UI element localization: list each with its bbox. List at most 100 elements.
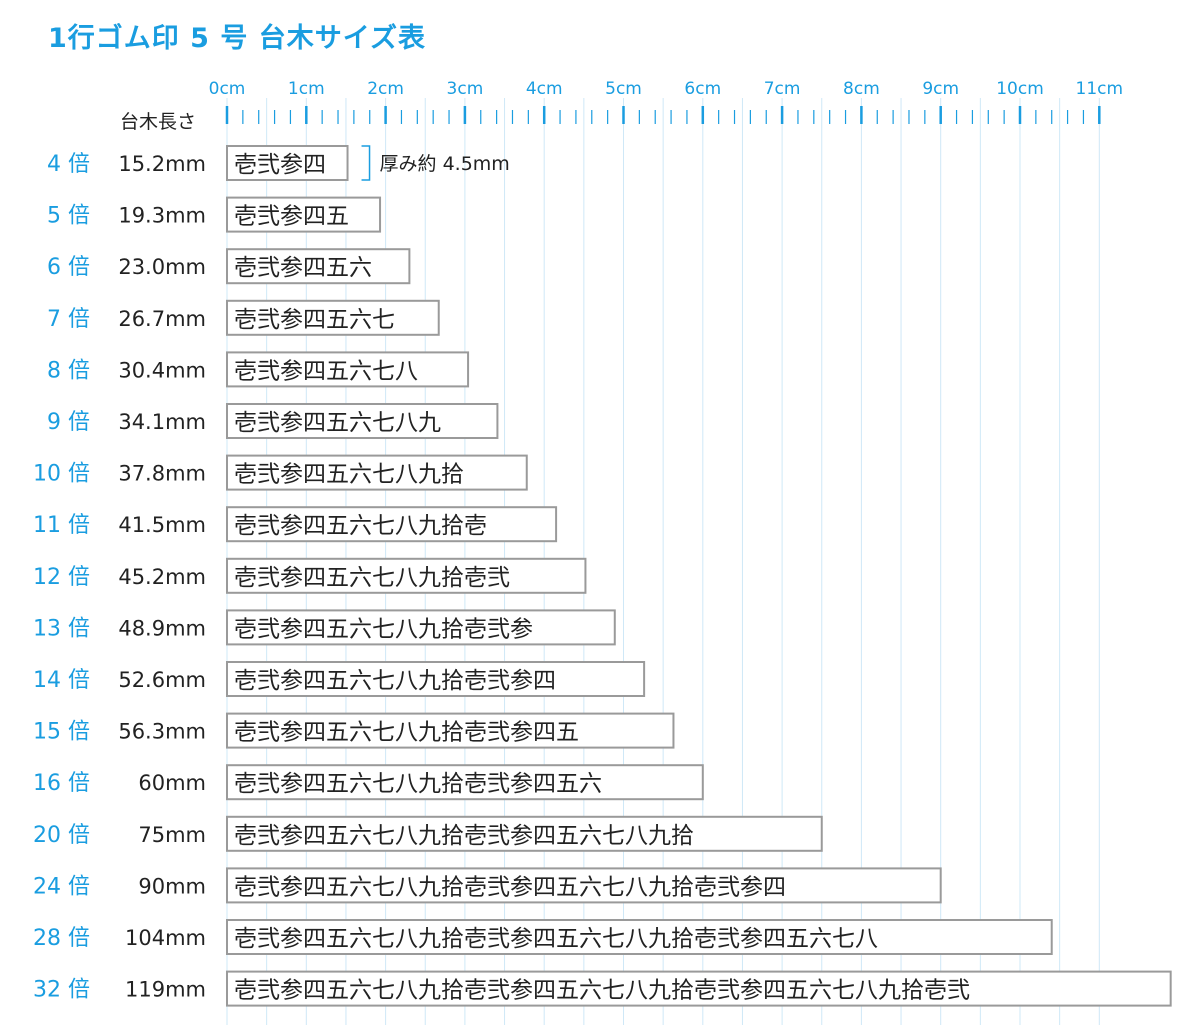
stamp-bar xyxy=(226,454,528,491)
chart-row: 15 倍 56.3mm 壱弐参四五六七八九拾壱弐参四五 xyxy=(33,712,675,749)
stamp-bar xyxy=(226,919,1053,955)
stamp-bar xyxy=(226,506,558,543)
multiplier-label: 4 倍 xyxy=(47,152,90,177)
stamp-text: 壱弐参四五六七八九拾壱弐参四五六七八九拾壱弐参四五六七八 xyxy=(234,926,878,952)
length-label: 60mm xyxy=(138,771,206,795)
length-label: 48.9mm xyxy=(118,616,206,640)
x-tick-label: 6cm xyxy=(684,79,721,99)
stamp-bar xyxy=(226,867,942,904)
chart-row: 16 倍 60mm 壱弐参四五六七八九拾壱弐参四五六 xyxy=(33,764,704,801)
length-label: 45.2mm xyxy=(118,565,206,589)
x-tick-label: 8cm xyxy=(843,79,880,99)
multiplier-label: 11 倍 xyxy=(33,513,90,538)
length-label: 23.0mm xyxy=(118,255,206,279)
chart-row: 8 倍 30.4mm 壱弐参四五六七八 xyxy=(47,351,470,388)
x-tick-label: 10cm xyxy=(996,79,1044,99)
chart-row: 5 倍 19.3mm 壱弐参四五 xyxy=(47,196,382,233)
chart-row: 10 倍 37.8mm 壱弐参四五六七八九拾 xyxy=(33,454,528,491)
x-tick-label: 7cm xyxy=(764,79,801,99)
multiplier-label: 12 倍 xyxy=(33,565,90,590)
length-label: 119mm xyxy=(125,978,206,1002)
length-label: 26.7mm xyxy=(118,307,206,331)
stamp-text: 壱弐参四五六七八九拾壱弐参四五六七八九拾壱弐参四 xyxy=(234,874,786,900)
multiplier-label: 7 倍 xyxy=(47,307,90,332)
page-title: 1行ゴム印 5 号 台木サイズ表 xyxy=(48,23,426,54)
chart-row: 28 倍 104mm 壱弐参四五六七八九拾壱弐参四五六七八九拾壱弐参四五六七八 xyxy=(33,919,1053,955)
multiplier-label: 6 倍 xyxy=(47,255,90,280)
chart-row: 20 倍 75mm 壱弐参四五六七八九拾壱弐参四五六七八九拾 xyxy=(33,815,823,852)
multiplier-label: 13 倍 xyxy=(33,616,90,641)
ruler-axis: 0cm 1cm 2cm 3cm 4cm 5cm 6cm 7cm 8cm 9cm 10cm 11cm 台木… xyxy=(120,79,1123,133)
multiplier-label: 14 倍 xyxy=(33,668,90,693)
x-tick-label: 9cm xyxy=(922,79,959,99)
multiplier-label: 9 倍 xyxy=(47,410,90,435)
chart-row: 13 倍 48.9mm 壱弐参四五六七八九拾壱弐参 xyxy=(33,609,616,646)
multiplier-label: 8 倍 xyxy=(47,358,90,383)
chart-row: 32 倍 119mm 壱弐参四五六七八九拾壱弐参四五六七八九拾壱弐参四五六七八九拾壱… xyxy=(33,970,1172,1007)
length-label: 19.3mm xyxy=(118,204,206,228)
stamp-text: 壱弐参四五六七八九 xyxy=(234,410,441,436)
length-label: 56.3mm xyxy=(118,720,206,744)
length-label: 90mm xyxy=(138,874,206,898)
stamp-bar xyxy=(226,712,675,749)
multiplier-label: 15 倍 xyxy=(33,720,90,745)
stamp-bar xyxy=(226,815,823,852)
multiplier-label: 24 倍 xyxy=(33,874,90,899)
x-tick-label: 5cm xyxy=(605,79,642,99)
stamp-text: 壱弐参四五六七八九拾壱弐参四五六 xyxy=(234,771,602,797)
multiplier-label: 16 倍 xyxy=(33,771,90,796)
x-tick-label: 1cm xyxy=(288,79,325,99)
length-label: 34.1mm xyxy=(118,410,206,434)
stamp-text: 壱弐参四五六七八九拾 xyxy=(234,462,464,488)
length-label: 15.2mm xyxy=(118,152,206,176)
stamp-bar xyxy=(226,403,499,439)
chart-row: 14 倍 52.6mm 壱弐参四五六七八九拾壱弐参四 xyxy=(33,661,646,697)
stamp-text: 壱弐参四五六七 xyxy=(234,307,395,333)
stamp-text: 壱弐参四五六 xyxy=(234,255,372,281)
chart-row: 9 倍 34.1mm 壱弐参四五六七八九 xyxy=(47,403,499,439)
stamp-bar xyxy=(226,557,587,594)
chart-row: 12 倍 45.2mm 壱弐参四五六七八九拾壱弐 xyxy=(33,557,587,594)
length-label: 37.8mm xyxy=(118,462,206,486)
chart-rows: 4 倍 15.2mm 壱弐参四 厚み約 4.5mm 5 倍 19.3mm 壱弐参四五 6 倍 2… xyxy=(33,145,1172,1007)
stamp-text: 壱弐参四五六七八九拾壱弐参四五六七八九拾 xyxy=(234,823,694,849)
x-tick-label: 11cm xyxy=(1076,79,1124,99)
stamp-text: 壱弐参四五六七八 xyxy=(234,358,418,384)
stamp-text: 壱弐参四五六七八九拾壱弐参四五六七八九拾壱弐参四五六七八九拾壱弐 xyxy=(234,978,970,1004)
thickness-note: 厚み約 4.5mm xyxy=(380,153,510,175)
stamp-bar xyxy=(226,351,470,388)
length-label: 104mm xyxy=(125,926,206,950)
multiplier-label: 28 倍 xyxy=(33,926,90,951)
chart-row: 6 倍 23.0mm 壱弐参四五六 xyxy=(47,248,411,285)
stamp-bar xyxy=(226,196,382,233)
stamp-bar xyxy=(226,661,646,697)
stamp-text: 壱弐参四五六七八九拾壱弐参四 xyxy=(234,668,556,694)
multiplier-label: 32 倍 xyxy=(33,978,90,1003)
stamp-bar xyxy=(226,970,1172,1007)
length-label: 52.6mm xyxy=(118,668,206,692)
chart-row: 24 倍 90mm 壱弐参四五六七八九拾壱弐参四五六七八九拾壱弐参四 xyxy=(33,867,942,904)
chart-row: 4 倍 15.2mm 壱弐参四 厚み約 4.5mm xyxy=(47,145,510,181)
x-tick-label: 2cm xyxy=(367,79,404,99)
stamp-bar xyxy=(226,248,411,285)
thickness-bracket xyxy=(361,145,371,181)
stamp-text: 壱弐参四五六七八九拾壱 xyxy=(234,513,487,539)
multiplier-label: 20 倍 xyxy=(33,823,90,848)
stamp-text: 壱弐参四五六七八九拾壱弐参 xyxy=(234,616,533,642)
chart-row: 7 倍 26.7mm 壱弐参四五六七 xyxy=(47,299,440,336)
length-label: 75mm xyxy=(138,823,206,847)
stamp-bar xyxy=(226,764,704,801)
stamp-text: 壱弐参四五 xyxy=(234,204,349,230)
stamp-bar xyxy=(226,609,616,646)
stamp-text: 壱弐参四五六七八九拾壱弐参四五 xyxy=(234,720,579,746)
length-header: 台木長さ xyxy=(120,111,196,133)
stamp-bar xyxy=(226,299,440,336)
length-label: 41.5mm xyxy=(118,513,206,537)
stamp-bar xyxy=(226,145,349,181)
chart-row: 11 倍 41.5mm 壱弐参四五六七八九拾壱 xyxy=(33,506,558,543)
x-tick-label: 4cm xyxy=(526,79,563,99)
x-tick-label: 0cm xyxy=(209,79,246,99)
multiplier-label: 10 倍 xyxy=(33,462,90,487)
multiplier-label: 5 倍 xyxy=(47,204,90,229)
